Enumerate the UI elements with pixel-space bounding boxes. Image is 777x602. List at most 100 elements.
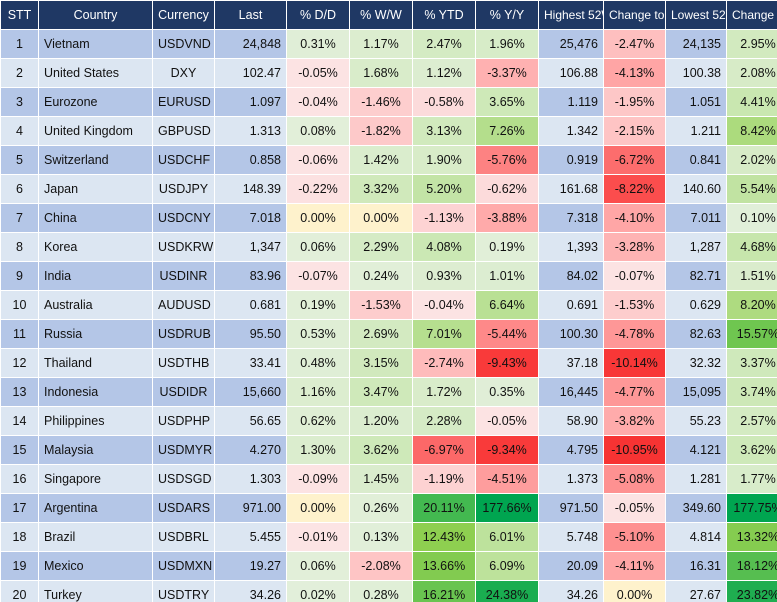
cell-change-h52w: -1.53% <box>603 290 666 320</box>
cell-change-h52w: -10.95% <box>603 435 666 465</box>
cell-highest-52w: 106.88 <box>538 58 604 88</box>
column-header-ytd[interactable]: % YTD <box>412 0 476 30</box>
cell-lowest-52w: 4.121 <box>665 435 727 465</box>
cell-change-h52w: -4.13% <box>603 58 666 88</box>
cell-lowest-52w: 55.23 <box>665 406 727 436</box>
cell-change-h52w: -0.05% <box>603 493 666 523</box>
cell-last: 0.858 <box>214 145 287 175</box>
cell-last: 19.27 <box>214 551 287 581</box>
cell-pct-dd: 0.48% <box>286 348 350 378</box>
cell-pct-ytd: 5.20% <box>412 174 476 204</box>
cell-pct-dd: 0.06% <box>286 232 350 262</box>
cell-stt: 10 <box>0 290 39 320</box>
cell-pct-ytd: 1.12% <box>412 58 476 88</box>
cell-pct-yy: 0.19% <box>475 232 539 262</box>
cell-lowest-52w: 4.814 <box>665 522 727 552</box>
cell-change-l52w: 2.57% <box>726 406 777 436</box>
cell-country: Mexico <box>38 551 153 581</box>
cell-last: 1.303 <box>214 464 287 494</box>
cell-currency: USDVND <box>152 29 215 59</box>
cell-last: 56.65 <box>214 406 287 436</box>
cell-stt: 13 <box>0 377 39 407</box>
cell-pct-dd: 0.53% <box>286 319 350 349</box>
cell-pct-dd: -0.01% <box>286 522 350 552</box>
cell-last: 1.097 <box>214 87 287 117</box>
column-header-change-to-l52w[interactable]: Change to L52W <box>726 0 777 30</box>
cell-pct-ww: 1.45% <box>349 464 413 494</box>
table-row: 9 India USDINR 83.96 -0.07% 0.24% 0.93% 1.01% 84… <box>0 261 777 291</box>
cell-pct-yy: -4.51% <box>475 464 539 494</box>
cell-country: Korea <box>38 232 153 262</box>
cell-pct-ytd: -0.04% <box>412 290 476 320</box>
table-header: STT Country Currency Last % D/D % W/W % … <box>0 0 777 30</box>
cell-pct-ww: 3.62% <box>349 435 413 465</box>
cell-highest-52w: 7.318 <box>538 203 604 233</box>
cell-change-h52w: -4.10% <box>603 203 666 233</box>
cell-stt: 7 <box>0 203 39 233</box>
cell-pct-yy: -0.05% <box>475 406 539 436</box>
cell-country: United States <box>38 58 153 88</box>
cell-stt: 11 <box>0 319 39 349</box>
cell-pct-yy: 6.01% <box>475 522 539 552</box>
cell-lowest-52w: 82.63 <box>665 319 727 349</box>
cell-pct-yy: 6.09% <box>475 551 539 581</box>
cell-lowest-52w: 32.32 <box>665 348 727 378</box>
cell-pct-ytd: 12.43% <box>412 522 476 552</box>
cell-change-l52w: 1.51% <box>726 261 777 291</box>
cell-highest-52w: 0.919 <box>538 145 604 175</box>
column-header-last[interactable]: Last <box>214 0 287 30</box>
cell-pct-yy: 0.35% <box>475 377 539 407</box>
cell-pct-dd: 0.06% <box>286 551 350 581</box>
cell-highest-52w: 84.02 <box>538 261 604 291</box>
cell-change-l52w: 2.08% <box>726 58 777 88</box>
column-header-country[interactable]: Country <box>38 0 153 30</box>
column-header-yy[interactable]: % Y/Y <box>475 0 539 30</box>
cell-lowest-52w: 1.281 <box>665 464 727 494</box>
cell-pct-yy: -9.34% <box>475 435 539 465</box>
cell-highest-52w: 1.119 <box>538 87 604 117</box>
table-row: 17 Argentina USDARS 971.00 0.00% 0.26% 20.11% 1… <box>0 493 777 523</box>
cell-highest-52w: 1.342 <box>538 116 604 146</box>
cell-pct-yy: -9.43% <box>475 348 539 378</box>
column-header-ww[interactable]: % W/W <box>349 0 413 30</box>
cell-pct-ww: 3.47% <box>349 377 413 407</box>
cell-pct-ww: 0.00% <box>349 203 413 233</box>
column-header-currency[interactable]: Currency <box>152 0 215 30</box>
cell-highest-52w: 16,445 <box>538 377 604 407</box>
cell-pct-dd: -0.04% <box>286 87 350 117</box>
cell-currency: USDKRW <box>152 232 215 262</box>
cell-stt: 12 <box>0 348 39 378</box>
cell-change-h52w: 0.00% <box>603 580 666 602</box>
cell-country: Russia <box>38 319 153 349</box>
cell-highest-52w: 5.748 <box>538 522 604 552</box>
column-header-change-to-h52w[interactable]: Change to H52W <box>603 0 666 30</box>
cell-country: Indonesia <box>38 377 153 407</box>
cell-country: Turkey <box>38 580 153 602</box>
cell-last: 5.455 <box>214 522 287 552</box>
cell-pct-yy: -5.44% <box>475 319 539 349</box>
cell-change-h52w: -4.77% <box>603 377 666 407</box>
cell-currency: USDBRL <box>152 522 215 552</box>
cell-currency: DXY <box>152 58 215 88</box>
cell-country: United Kingdom <box>38 116 153 146</box>
column-header-highest-52w[interactable]: Highest 52W <box>538 0 604 30</box>
cell-country: Australia <box>38 290 153 320</box>
cell-stt: 1 <box>0 29 39 59</box>
column-header-dd[interactable]: % D/D <box>286 0 350 30</box>
cell-pct-ytd: 3.13% <box>412 116 476 146</box>
cell-change-h52w: -1.95% <box>603 87 666 117</box>
cell-change-l52w: 4.41% <box>726 87 777 117</box>
cell-change-l52w: 177.75% <box>726 493 777 523</box>
column-header-lowest-52w[interactable]: Lowest 52W <box>665 0 727 30</box>
cell-last: 7.018 <box>214 203 287 233</box>
cell-pct-ww: 1.42% <box>349 145 413 175</box>
cell-change-l52w: 3.37% <box>726 348 777 378</box>
cell-last: 1.313 <box>214 116 287 146</box>
cell-pct-ytd: -6.97% <box>412 435 476 465</box>
cell-lowest-52w: 100.38 <box>665 58 727 88</box>
column-header-stt[interactable]: STT <box>0 0 39 30</box>
cell-pct-yy: 3.65% <box>475 87 539 117</box>
cell-lowest-52w: 1,287 <box>665 232 727 262</box>
cell-pct-ytd: -2.74% <box>412 348 476 378</box>
cell-pct-ww: 3.15% <box>349 348 413 378</box>
